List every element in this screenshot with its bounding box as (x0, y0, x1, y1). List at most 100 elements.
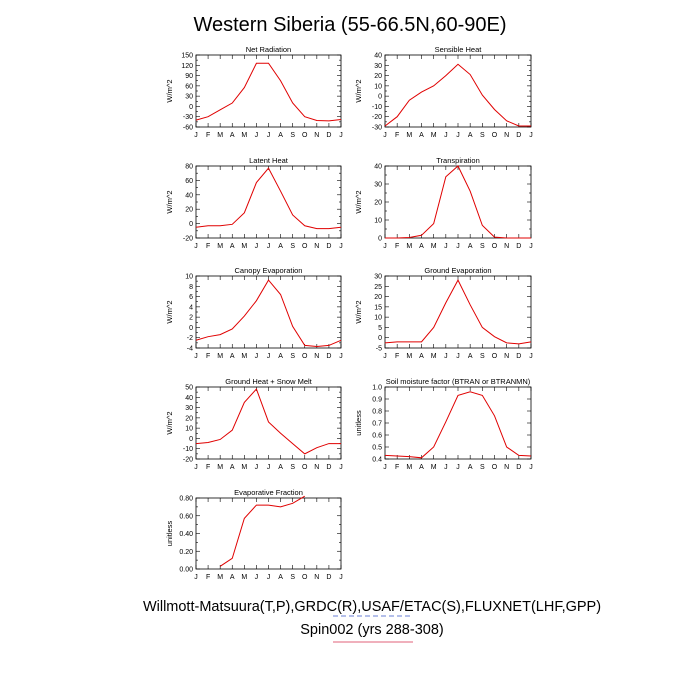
x-tick-label: N (314, 464, 319, 471)
x-tick-label: S (290, 243, 295, 250)
x-tick-label: N (504, 132, 509, 139)
y-tick-label: 90 (185, 73, 193, 80)
x-tick-label: D (516, 132, 521, 139)
footer-line2: Spin002 (yrs 288-308) (300, 622, 443, 638)
x-tick-label: M (431, 464, 437, 471)
x-tick-label: N (504, 464, 509, 471)
x-tick-label: J (456, 132, 460, 139)
y-tick-label: 10 (374, 315, 382, 322)
y-tick-label: 0.60 (179, 513, 193, 520)
y-tick-label: -20 (183, 457, 193, 464)
x-tick-label: A (230, 353, 235, 360)
x-tick-label: A (230, 243, 235, 250)
y-tick-label: -2 (187, 335, 193, 342)
x-tick-label: M (241, 243, 247, 250)
series-line (384, 279, 532, 345)
x-tick-label: M (217, 243, 223, 250)
y-tick-label: -20 (183, 236, 193, 243)
x-tick-label: J (529, 353, 533, 360)
x-tick-label: J (456, 243, 460, 250)
x-tick-label: F (206, 353, 210, 360)
y-tick-label: 30 (185, 405, 193, 412)
y-tick-label: 25 (374, 284, 382, 291)
panel-title: Soil moisture factor (BTRAN or BTRANMN) (386, 377, 531, 386)
y-tick-label: 20 (374, 200, 382, 207)
x-tick-label: A (278, 132, 283, 139)
x-tick-label: O (492, 353, 498, 360)
y-tick-label: 30 (374, 274, 382, 281)
y-tick-label: -10 (183, 446, 193, 453)
x-tick-label: J (194, 574, 198, 581)
y-tick-label: 6 (189, 294, 193, 301)
y-tick-label: 0 (189, 104, 193, 111)
x-tick-label: J (339, 243, 343, 250)
y-tick-label: 20 (185, 415, 193, 422)
y-tick-label: 0.20 (179, 549, 193, 556)
y-tick-label: 30 (374, 182, 382, 189)
x-tick-label: F (206, 243, 210, 250)
x-tick-label: M (406, 353, 412, 360)
x-tick-label: N (504, 353, 509, 360)
x-tick-label: M (217, 132, 223, 139)
x-tick-label: D (516, 353, 521, 360)
plot-frame (384, 275, 532, 349)
x-tick-label: J (194, 243, 198, 250)
y-tick-label: 40 (185, 395, 193, 402)
x-tick-label: J (444, 353, 448, 360)
x-tick-label: S (290, 574, 295, 581)
y-tick-label: 0 (189, 436, 193, 443)
x-tick-label: M (431, 353, 437, 360)
x-tick-label: F (206, 132, 210, 139)
y-axis-label: W/m^2 (165, 300, 174, 323)
x-tick-label: A (230, 574, 235, 581)
x-tick-label: J (444, 464, 448, 471)
x-tick-label: J (456, 353, 460, 360)
x-tick-label: O (492, 243, 498, 250)
y-tick-label: -30 (183, 114, 193, 121)
x-tick-label: D (326, 132, 331, 139)
y-axis-label: W/m^2 (165, 190, 174, 213)
y-tick-label: 0 (189, 325, 193, 332)
x-tick-label: J (267, 574, 271, 581)
plot-frame (195, 386, 342, 460)
y-tick-label: -60 (183, 125, 193, 132)
series-line (384, 63, 531, 127)
x-tick-label: J (339, 353, 343, 360)
x-tick-label: D (326, 353, 331, 360)
x-tick-label: F (395, 353, 399, 360)
y-tick-label: 5 (378, 325, 382, 332)
x-tick-label: M (217, 574, 223, 581)
y-tick-label: 4 (189, 304, 193, 311)
y-tick-label: -10 (372, 104, 382, 111)
x-tick-label: A (419, 243, 424, 250)
x-tick-label: A (419, 464, 424, 471)
x-tick-label: A (278, 243, 283, 250)
x-tick-label: N (314, 353, 319, 360)
x-tick-label: A (468, 353, 473, 360)
x-tick-label: M (217, 464, 223, 471)
x-tick-label: S (290, 353, 295, 360)
y-tick-label: 60 (185, 178, 193, 185)
y-tick-label: 0.9 (372, 397, 382, 404)
panel-title: Net Radiation (246, 45, 291, 54)
y-tick-label: -30 (372, 125, 382, 132)
x-tick-label: M (241, 464, 247, 471)
x-tick-label: J (255, 574, 259, 581)
y-axis-label: W/m^2 (354, 79, 363, 102)
y-tick-label: 0 (378, 335, 382, 342)
plot-frame (384, 54, 532, 128)
y-tick-label: 40 (374, 53, 382, 60)
x-tick-label: J (255, 353, 259, 360)
x-tick-label: D (326, 574, 331, 581)
panel-title: Evaporative Fraction (234, 488, 303, 497)
series-line (385, 165, 531, 239)
y-tick-label: 40 (374, 164, 382, 171)
panel-title: Canopy Evaporation (235, 266, 303, 275)
x-tick-label: J (267, 132, 271, 139)
plot-frame (195, 497, 342, 570)
y-tick-label: 10 (185, 274, 193, 281)
x-tick-label: D (516, 464, 521, 471)
x-tick-label: J (444, 243, 448, 250)
